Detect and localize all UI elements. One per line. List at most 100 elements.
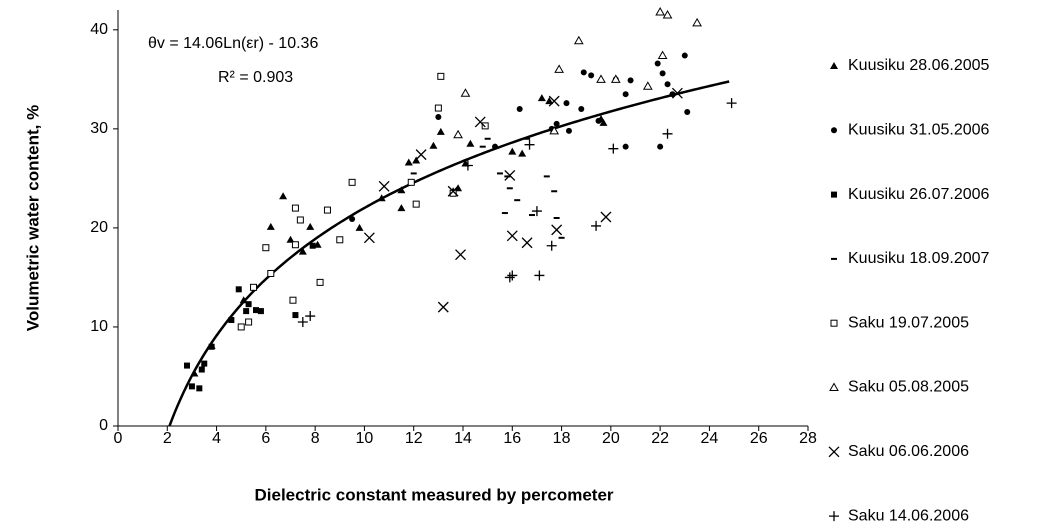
marker-cross	[671, 87, 683, 99]
marker-dash	[543, 175, 550, 178]
marker-circle	[595, 117, 602, 124]
marker-open-triangle	[662, 9, 673, 19]
x-tick-label: 14	[454, 430, 472, 447]
marker-square	[309, 242, 316, 249]
marker-triangle	[412, 156, 421, 164]
marker-triangle	[454, 184, 463, 192]
x-tick-label: 6	[261, 430, 270, 447]
marker-open-square	[262, 244, 270, 252]
marker-plus	[462, 160, 473, 171]
marker-open-triangle	[692, 17, 702, 27]
marker-open-square	[250, 283, 258, 291]
marker-triangle	[436, 127, 445, 135]
legend-label: Saku 05.08.2005	[848, 379, 969, 396]
marker-plus	[591, 220, 602, 231]
marker-dash	[529, 214, 535, 217]
marker-circle	[578, 106, 585, 113]
marker-open-square	[323, 206, 331, 214]
marker-circle	[516, 106, 523, 113]
marker-triangle	[377, 194, 386, 202]
marker-triangle	[286, 235, 295, 243]
trend-line	[168, 80, 730, 427]
marker-open-square	[291, 241, 299, 249]
marker-plus	[534, 270, 545, 281]
marker-circle	[659, 70, 666, 77]
legend-label: Saku 19.07.2005	[848, 314, 969, 331]
marker-square	[228, 317, 235, 324]
marker-triangle	[599, 118, 608, 126]
y-axis-title: Volumetric water content, %	[23, 105, 42, 331]
marker-circle	[681, 52, 688, 59]
marker-dash	[496, 172, 503, 175]
x-tick-label: 2	[163, 430, 172, 447]
marker-square	[243, 308, 250, 315]
marker-circle	[831, 127, 837, 134]
marker-open-triangle	[460, 88, 471, 97]
x-tick-label: 8	[311, 430, 320, 447]
marker-square	[253, 307, 259, 314]
marker-cross	[455, 249, 466, 261]
marker-dash	[558, 236, 565, 239]
marker-triangle	[537, 94, 546, 102]
marker-triangle	[279, 192, 288, 200]
marker-triangle	[355, 223, 364, 231]
marker-open-triangle	[610, 74, 621, 83]
x-tick-label: 24	[701, 430, 719, 447]
marker-square	[208, 343, 215, 350]
marker-dash	[479, 145, 486, 148]
legend-label: Kuusiku 26.07.2006	[848, 186, 990, 203]
marker-square	[196, 385, 203, 392]
x-tick-label: 0	[114, 430, 123, 447]
marker-triangle	[518, 149, 527, 157]
marker-triangle	[830, 62, 838, 69]
marker-cross	[521, 237, 533, 249]
marker-square	[198, 366, 205, 373]
marker-open-square	[245, 318, 253, 326]
legend-label: Saku 14.06.2006	[848, 507, 969, 524]
marker-open-triangle	[573, 35, 584, 45]
marker-square	[235, 286, 242, 293]
marker-open-square	[437, 72, 445, 80]
marker-cross	[363, 232, 375, 244]
marker-circle	[657, 143, 664, 150]
marker-triangle	[508, 147, 517, 155]
marker-plus	[829, 511, 839, 522]
marker-open-square	[407, 178, 415, 186]
marker-open-triangle	[642, 81, 653, 90]
marker-open-square	[830, 319, 838, 327]
x-tick-label: 10	[356, 430, 374, 447]
marker-plus	[531, 206, 542, 217]
marker-square	[831, 191, 837, 198]
marker-circle	[349, 215, 356, 222]
y-tick-label: 10	[90, 318, 108, 335]
marker-plus	[305, 311, 316, 322]
marker-circle	[627, 77, 634, 84]
x-tick-label: 12	[405, 430, 423, 447]
legend-label: Kuusiku 28.06.2005	[848, 57, 990, 74]
marker-circle	[553, 120, 560, 127]
marker-circle	[654, 60, 661, 67]
marker-open-square	[481, 122, 489, 130]
marker-plus	[726, 98, 737, 109]
x-axis-title: Dielectric constant measured by percomet…	[254, 485, 613, 504]
marker-cross	[378, 180, 390, 192]
marker-open-square	[434, 104, 442, 112]
marker-circle	[684, 109, 691, 116]
marker-open-square	[267, 269, 275, 277]
x-tick-label: 4	[212, 430, 221, 447]
x-tick-label: 22	[651, 430, 669, 447]
marker-dash	[506, 187, 513, 190]
marker-open-triangle	[596, 74, 606, 83]
marker-dash	[551, 190, 558, 193]
legend-label: Kuusiku 31.05.2006	[848, 122, 990, 139]
marker-cross	[415, 149, 427, 161]
marker-triangle	[306, 222, 315, 230]
x-tick-label: 26	[750, 430, 768, 447]
equation: θv = 14.06Ln(εr) - 10.36	[148, 35, 318, 52]
marker-triangle	[298, 247, 307, 255]
marker-triangle	[190, 369, 199, 377]
marker-plus	[507, 270, 518, 281]
marker-circle	[580, 69, 587, 76]
marker-open-square	[289, 296, 297, 304]
marker-dash	[504, 175, 511, 178]
